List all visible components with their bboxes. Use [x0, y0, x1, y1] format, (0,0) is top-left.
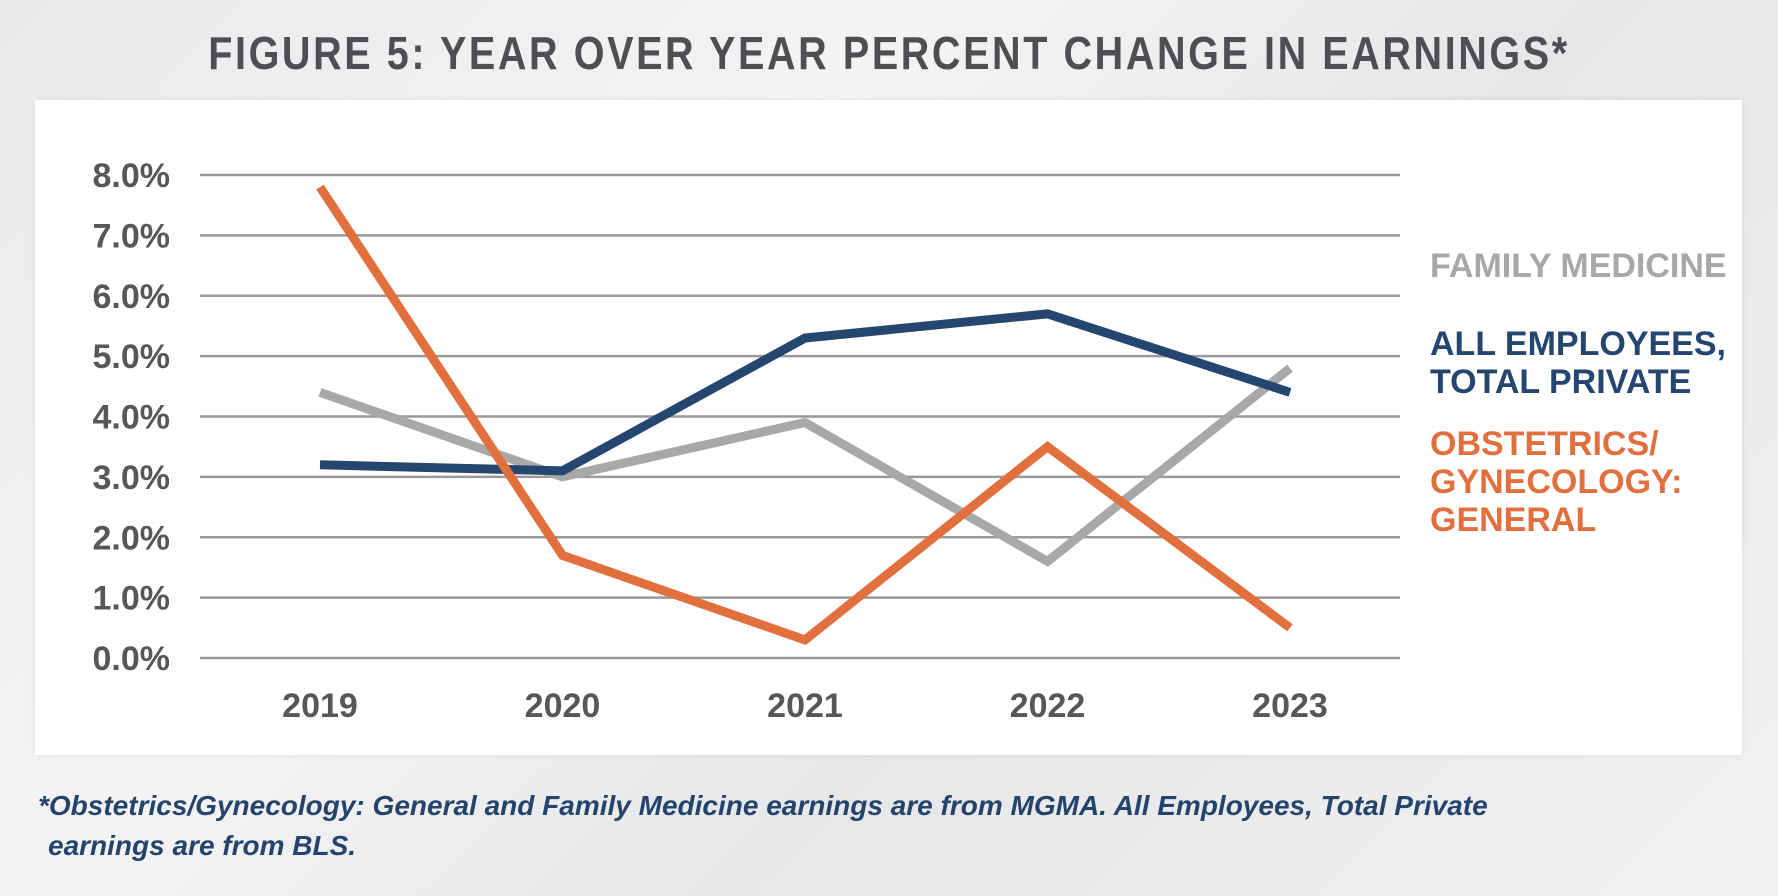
y-tick-label: 8.0% — [93, 157, 171, 195]
x-tick-label: 2023 — [1252, 687, 1328, 725]
legend-label-employees: TOTAL PRIVATE — [1430, 363, 1691, 401]
legend-label-family: FAMILY MEDICINE — [1430, 247, 1727, 285]
y-tick-label: 1.0% — [93, 580, 171, 618]
legend-label-obgyn: GENERAL — [1430, 501, 1596, 539]
x-axis-ticks: 2019 2020 2021 2022 2023 — [282, 687, 1328, 725]
legend-label-employees: ALL EMPLOYEES, — [1430, 325, 1726, 363]
y-tick-label: 4.0% — [93, 399, 171, 437]
line-chart: 0.0% 1.0% 2.0% 3.0% 4.0% 5.0% 6.0% 7.0% 8.0% 201… — [93, 157, 1727, 725]
x-tick-label: 2021 — [767, 687, 843, 725]
chart-panel: 0.0% 1.0% 2.0% 3.0% 4.0% 5.0% 6.0% 7.0% 8.0% 201… — [35, 100, 1742, 755]
chart-title: FIGURE 5: YEAR OVER YEAR PERCENT CHANGE … — [208, 27, 1570, 79]
x-tick-label: 2022 — [1010, 687, 1086, 725]
series-lines — [316, 184, 1293, 645]
y-tick-label: 0.0% — [93, 640, 171, 678]
y-axis-ticks: 0.0% 1.0% 2.0% 3.0% 4.0% 5.0% 6.0% 7.0% 8.0% — [93, 157, 171, 678]
legend-label-obgyn: GYNECOLOGY: — [1430, 463, 1683, 501]
x-tick-label: 2019 — [282, 687, 358, 725]
y-tick-label: 5.0% — [93, 338, 171, 376]
y-tick-label: 3.0% — [93, 459, 171, 497]
y-tick-label: 7.0% — [93, 217, 171, 255]
footnote-line-1: *Obstetrics/Gynecology: General and Fami… — [38, 790, 1488, 821]
y-tick-label: 2.0% — [93, 519, 171, 557]
x-tick-label: 2020 — [525, 687, 601, 725]
y-tick-label: 6.0% — [93, 278, 171, 316]
legend: FAMILY MEDICINE ALL EMPLOYEES,TOTAL PRIVA… — [1430, 247, 1727, 539]
legend-label-obgyn: OBSTETRICS/ — [1430, 425, 1659, 463]
footnote: *Obstetrics/Gynecology: General and Fami… — [38, 786, 1738, 866]
footnote-line-2: earnings are from BLS. — [48, 830, 357, 861]
series-line-obgyn — [316, 184, 1293, 645]
